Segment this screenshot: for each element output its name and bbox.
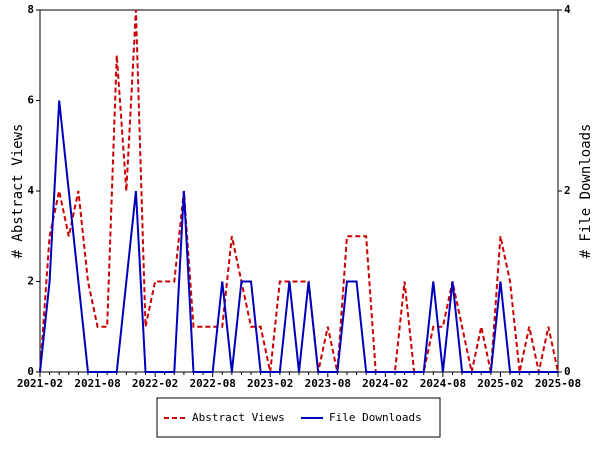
legend-box [156,397,441,438]
y-tick-label: 2 [27,275,34,288]
series-line [39,9,559,373]
y2-axis-label: # File Downloads [578,124,594,259]
y-tick-label: 6 [27,94,34,107]
y2-tick-label: 2 [564,184,571,197]
x-tick-label: 2021-02 [17,377,63,390]
x-tick-label: 2025-08 [535,377,581,390]
x-tick-label: 2023-08 [305,377,351,390]
x-tick-label: 2023-02 [247,377,293,390]
y2-tick-label: 0 [564,365,571,378]
x-tick-label: 2024-02 [362,377,408,390]
x-tick-label: 2021-08 [74,377,120,390]
x-tick-label: 2022-02 [132,377,178,390]
y-tick-label: 8 [27,3,34,16]
y-tick-label: 4 [27,184,34,197]
x-tick-label: 2025-02 [477,377,523,390]
series-line [39,100,558,373]
plot-frame [39,9,559,373]
legend-label: File Downloads [329,411,422,424]
legend-label: Abstract Views [192,411,285,424]
y-axis-label: # Abstract Views [10,124,26,259]
y-tick-label: 0 [27,365,34,378]
x-tick-label: 2022-08 [189,377,235,390]
x-tick-label: 2024-08 [420,377,466,390]
y2-tick-label: 4 [564,3,571,16]
